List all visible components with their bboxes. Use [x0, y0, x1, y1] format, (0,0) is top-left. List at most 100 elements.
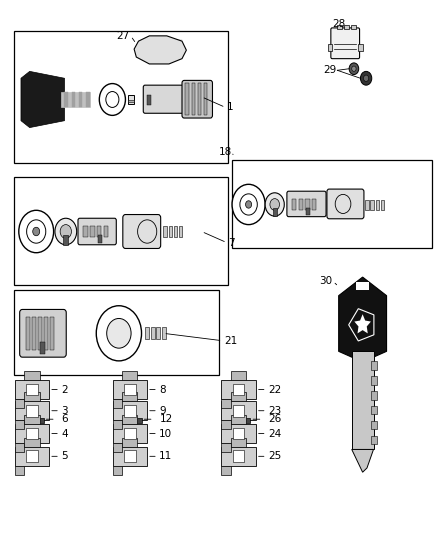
Bar: [231, 392, 246, 401]
Bar: [124, 427, 135, 439]
FancyBboxPatch shape: [287, 191, 326, 216]
Bar: [34, 418, 44, 423]
Bar: [128, 329, 136, 337]
Bar: [32, 317, 36, 350]
Bar: [371, 376, 377, 385]
Circle shape: [33, 227, 40, 236]
Bar: [232, 160, 432, 248]
Ellipse shape: [149, 43, 162, 53]
Text: 9: 9: [159, 406, 166, 416]
Bar: [356, 282, 369, 290]
Bar: [231, 415, 246, 424]
Circle shape: [96, 306, 141, 361]
Bar: [14, 399, 24, 408]
Bar: [185, 83, 189, 115]
Bar: [169, 226, 172, 237]
FancyBboxPatch shape: [78, 218, 116, 245]
FancyBboxPatch shape: [20, 310, 66, 357]
Circle shape: [60, 224, 71, 238]
Bar: [132, 418, 141, 423]
Bar: [221, 420, 231, 430]
Text: 30: 30: [319, 276, 332, 286]
Circle shape: [171, 44, 180, 54]
Circle shape: [240, 194, 257, 215]
Text: 28: 28: [332, 19, 346, 29]
Bar: [231, 438, 246, 447]
FancyBboxPatch shape: [182, 80, 212, 118]
Bar: [26, 405, 38, 417]
Text: 23: 23: [268, 406, 281, 416]
FancyBboxPatch shape: [123, 215, 161, 248]
Text: 18: 18: [219, 147, 232, 157]
Bar: [26, 317, 30, 350]
Bar: [272, 208, 277, 216]
Bar: [14, 177, 228, 285]
Bar: [337, 25, 342, 29]
Bar: [128, 95, 134, 104]
Bar: [14, 290, 219, 375]
Circle shape: [270, 199, 279, 211]
Bar: [352, 351, 374, 449]
Bar: [231, 371, 246, 380]
Bar: [122, 438, 138, 447]
Text: 12: 12: [159, 414, 173, 424]
Bar: [83, 225, 88, 237]
Bar: [86, 92, 90, 108]
Bar: [299, 199, 303, 210]
Bar: [14, 443, 24, 452]
FancyBboxPatch shape: [143, 85, 186, 114]
Bar: [24, 415, 39, 424]
Bar: [79, 92, 82, 108]
Bar: [14, 447, 49, 466]
Bar: [344, 25, 349, 29]
Bar: [14, 401, 49, 420]
Polygon shape: [339, 277, 387, 362]
Bar: [122, 392, 138, 401]
Circle shape: [265, 193, 284, 216]
Bar: [61, 92, 90, 108]
Bar: [122, 371, 138, 380]
Bar: [365, 200, 369, 210]
Bar: [163, 226, 167, 237]
Bar: [26, 384, 38, 395]
Bar: [24, 392, 39, 401]
Text: 8: 8: [159, 384, 166, 394]
Bar: [241, 418, 251, 423]
Bar: [122, 415, 138, 424]
Bar: [14, 420, 24, 430]
Bar: [233, 405, 244, 417]
Circle shape: [107, 318, 131, 348]
Bar: [221, 401, 256, 420]
FancyBboxPatch shape: [327, 189, 364, 219]
Circle shape: [106, 92, 119, 108]
Bar: [191, 83, 195, 115]
Bar: [14, 424, 49, 443]
Bar: [204, 83, 207, 115]
Polygon shape: [21, 71, 64, 127]
Text: 11: 11: [159, 451, 173, 462]
Bar: [124, 384, 135, 395]
Text: 4: 4: [61, 429, 68, 439]
Text: 7: 7: [229, 238, 235, 248]
Bar: [174, 226, 177, 237]
Bar: [221, 424, 256, 443]
Bar: [381, 200, 385, 210]
Text: 2: 2: [61, 384, 68, 394]
Text: 29: 29: [323, 66, 336, 75]
Bar: [63, 235, 68, 245]
Bar: [198, 83, 201, 115]
Text: 3: 3: [61, 406, 68, 416]
Bar: [351, 25, 356, 29]
Circle shape: [27, 220, 46, 243]
Circle shape: [232, 184, 265, 224]
Bar: [24, 438, 39, 447]
Bar: [26, 450, 38, 462]
Bar: [124, 450, 135, 462]
Bar: [113, 420, 122, 430]
Bar: [26, 427, 38, 439]
FancyBboxPatch shape: [331, 28, 360, 59]
Circle shape: [55, 218, 77, 245]
Bar: [97, 225, 102, 237]
Bar: [233, 450, 244, 462]
Bar: [358, 44, 363, 51]
